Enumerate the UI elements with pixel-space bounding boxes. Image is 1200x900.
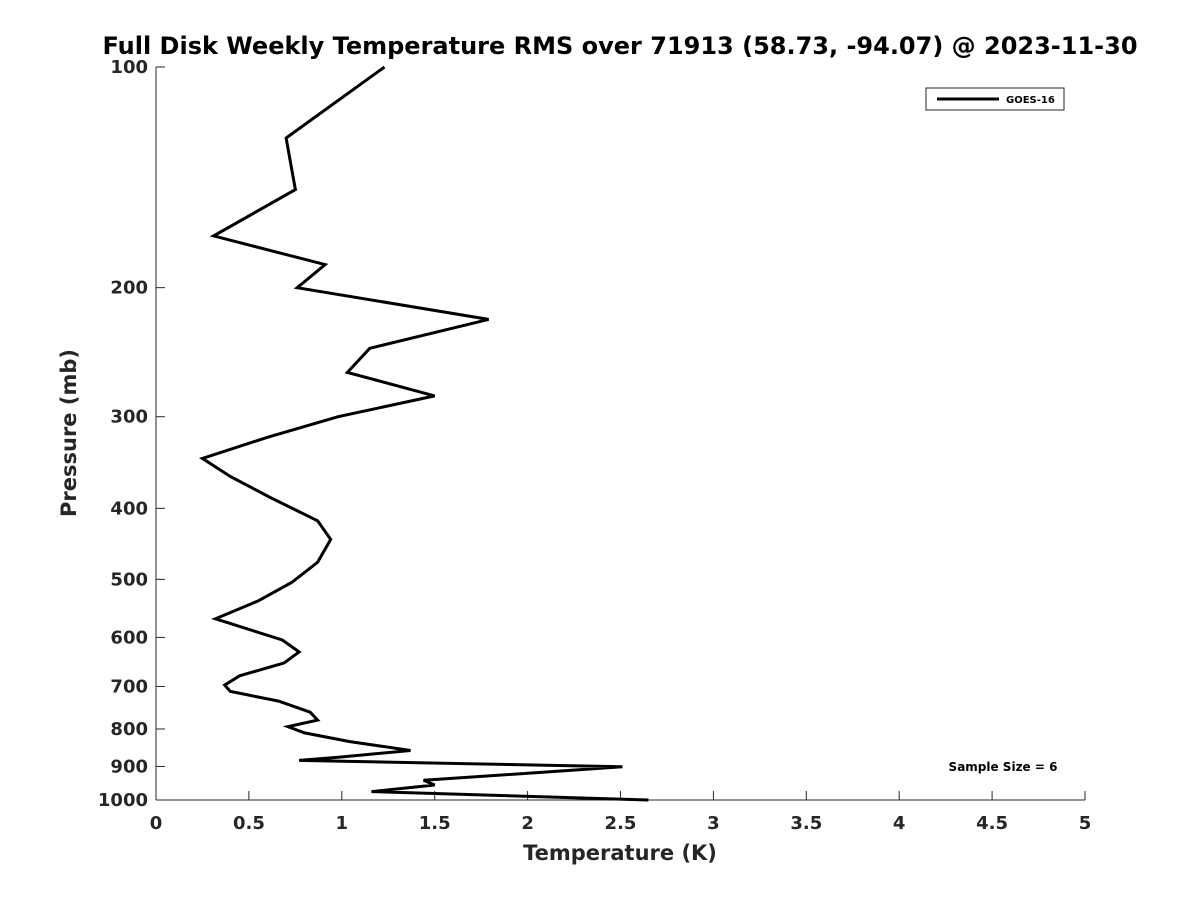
y-tick-label: 700	[110, 676, 148, 697]
y-tick-label: 100	[110, 57, 148, 78]
x-tick-label: 4.5	[976, 813, 1008, 834]
y-tick-label: 300	[110, 407, 148, 428]
y-tick-label: 500	[110, 569, 148, 590]
legend: GOES-16	[925, 87, 1065, 111]
y-axis-label: Pressure (mb)	[57, 349, 81, 517]
x-tick-label: 5	[1079, 813, 1092, 834]
axes	[155, 67, 1085, 801]
x-tick-label: 1.5	[419, 813, 451, 834]
x-axis-label: Temperature (K)	[523, 841, 717, 865]
x-tick-label: 1	[336, 813, 349, 834]
chart-title: Full Disk Weekly Temperature RMS over 71…	[102, 32, 1137, 60]
x-tick-label: 0	[150, 813, 163, 834]
x-tick-label: 2.5	[605, 813, 637, 834]
y-ticks: 100 200 300 400 500 600 700 800 900 1000	[98, 57, 165, 811]
x-tick-label: 3.5	[790, 813, 822, 834]
sample-size-annotation: Sample Size = 6	[949, 760, 1058, 774]
series-group	[198, 65, 649, 802]
x-tick-label: 0.5	[233, 813, 265, 834]
y-tick-label: 800	[110, 719, 148, 740]
y-tick-label: 400	[110, 498, 148, 519]
y-tick-label: 600	[110, 627, 148, 648]
legend-label-goes-16: GOES-16	[1006, 95, 1055, 106]
y-tick-label: 1000	[98, 790, 148, 811]
x-tick-label: 3	[707, 813, 720, 834]
y-tick-label: 900	[110, 756, 148, 777]
x-tick-label: 2	[521, 813, 534, 834]
series-line-goes-16	[198, 65, 649, 802]
y-tick-label: 200	[110, 278, 148, 299]
x-ticks: 0 0.5 1 1.5 2 2.5 3 3.5 4 4.5 5	[150, 791, 1092, 834]
x-tick-label: 4	[893, 813, 906, 834]
